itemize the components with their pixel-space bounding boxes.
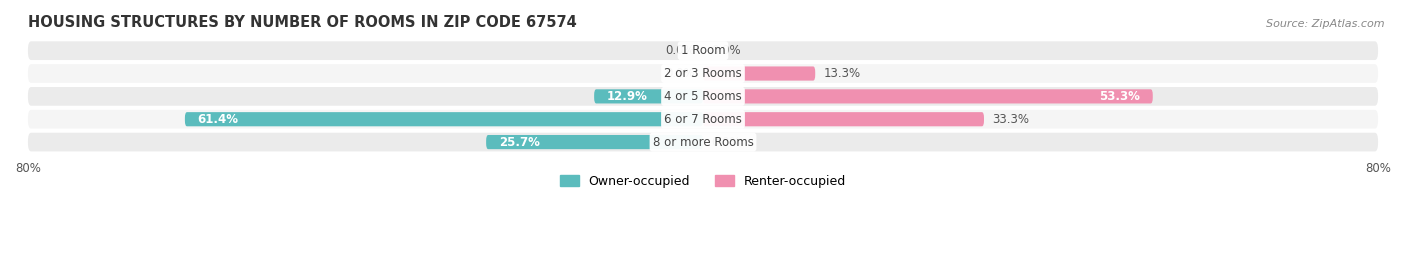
FancyBboxPatch shape: [703, 89, 1153, 104]
Text: 53.3%: 53.3%: [1099, 90, 1140, 103]
Text: 33.3%: 33.3%: [993, 113, 1029, 126]
Text: 4 or 5 Rooms: 4 or 5 Rooms: [664, 90, 742, 103]
FancyBboxPatch shape: [28, 41, 1378, 60]
Text: 2 or 3 Rooms: 2 or 3 Rooms: [664, 67, 742, 80]
FancyBboxPatch shape: [703, 112, 984, 126]
Text: 6 or 7 Rooms: 6 or 7 Rooms: [664, 113, 742, 126]
Legend: Owner-occupied, Renter-occupied: Owner-occupied, Renter-occupied: [555, 170, 851, 193]
FancyBboxPatch shape: [186, 112, 703, 126]
FancyBboxPatch shape: [28, 87, 1378, 106]
FancyBboxPatch shape: [595, 89, 703, 104]
FancyBboxPatch shape: [703, 66, 815, 81]
Text: 13.3%: 13.3%: [824, 67, 860, 80]
Text: 1 Room: 1 Room: [681, 44, 725, 57]
Text: 0.0%: 0.0%: [711, 136, 741, 148]
FancyBboxPatch shape: [486, 135, 703, 149]
Text: 0.0%: 0.0%: [665, 67, 695, 80]
Text: 25.7%: 25.7%: [499, 136, 540, 148]
FancyBboxPatch shape: [28, 110, 1378, 129]
FancyBboxPatch shape: [28, 133, 1378, 151]
Text: 0.0%: 0.0%: [711, 44, 741, 57]
Text: 61.4%: 61.4%: [198, 113, 239, 126]
Text: Source: ZipAtlas.com: Source: ZipAtlas.com: [1267, 19, 1385, 29]
Text: HOUSING STRUCTURES BY NUMBER OF ROOMS IN ZIP CODE 67574: HOUSING STRUCTURES BY NUMBER OF ROOMS IN…: [28, 15, 576, 30]
Text: 0.0%: 0.0%: [665, 44, 695, 57]
Text: 12.9%: 12.9%: [607, 90, 648, 103]
Text: 8 or more Rooms: 8 or more Rooms: [652, 136, 754, 148]
FancyBboxPatch shape: [28, 64, 1378, 83]
